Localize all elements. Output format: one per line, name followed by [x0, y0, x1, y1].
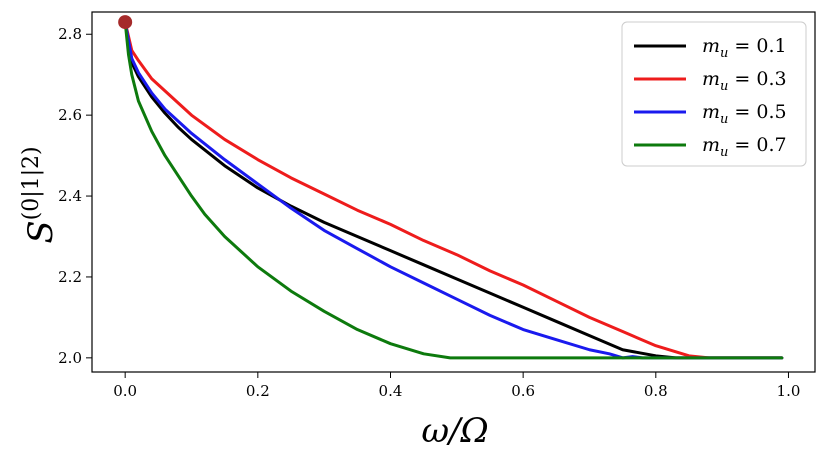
x-tick-label: 0.2 — [246, 382, 270, 400]
x-tick-label: 0.4 — [379, 382, 403, 400]
y-axis-label-superscript: (0|1|2) — [19, 146, 44, 220]
x-axis-label: ω/Ω — [421, 411, 488, 451]
y-axis-label: S(0|1|2) — [19, 146, 61, 243]
legend-box — [621, 21, 807, 167]
x-tick-label: 0.8 — [644, 382, 668, 400]
legend-label-2: mu = 0.3 — [702, 68, 787, 94]
legend-label-3: mu = 0.5 — [702, 101, 787, 127]
legend: mu = 0.1 mu = 0.3 mu = 0.5 mu = 0.7 — [621, 21, 807, 167]
y-axis-label-base: S — [21, 220, 61, 243]
x-tick-label: 0.0 — [113, 382, 137, 400]
series-line-1 — [123, 20, 784, 360]
y-tick-label: 2.2 — [58, 268, 82, 286]
svg-text:S(0|1|2): S(0|1|2) — [19, 146, 61, 243]
start-point-marker — [118, 15, 133, 30]
series-line-3 — [123, 20, 784, 360]
y-tick-label: 2.6 — [58, 106, 82, 124]
series-line-4 — [123, 20, 784, 360]
legend-label-1: mu = 0.1 — [702, 35, 787, 61]
series-line-2 — [123, 20, 784, 360]
y-tick-label: 2.4 — [58, 187, 82, 205]
x-tick-label: 0.6 — [511, 382, 535, 400]
y-tick-label: 2.8 — [58, 25, 82, 43]
legend-label-4: mu = 0.7 — [702, 134, 787, 160]
plot-layer: 0.0 0.2 0.4 0.6 0.8 1.0 2.0 2.2 2.4 2.6 2.8 — [58, 11, 816, 400]
x-tick-label: 1.0 — [777, 382, 801, 400]
y-tick-label: 2.0 — [58, 349, 82, 367]
plot-frame — [91, 11, 816, 373]
